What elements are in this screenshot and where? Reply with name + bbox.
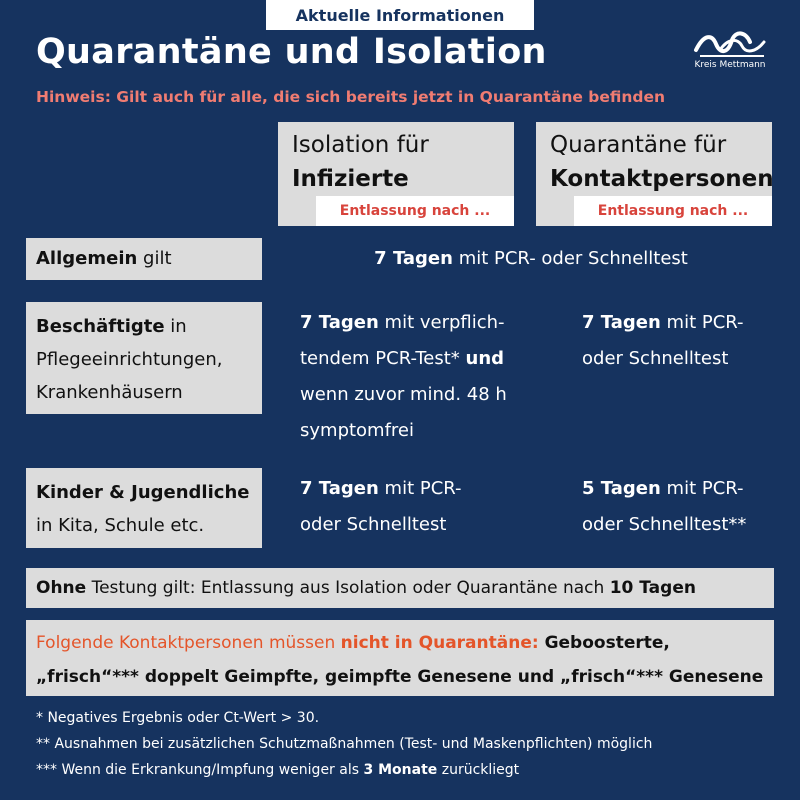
cell-employees-quarantine: 7 Tagen mit PCR- oder Schnelltest (582, 305, 782, 377)
cell-employees-quarantine-line2: oder Schnelltest (582, 348, 729, 369)
cell-kids-isolation-bold: 7 Tagen (300, 478, 379, 499)
row-label-general: Allgemein gilt (26, 238, 262, 280)
exempt-red-bold: nicht in Quarantäne: (340, 633, 539, 653)
footnote-3c: zurückliegt (437, 762, 520, 778)
cell-kids-quarantine-bold: 5 Tagen (582, 478, 661, 499)
column-header-quarantine-sub: Entlassung nach ... (574, 196, 772, 226)
row-label-general-bold: Allgemein (36, 248, 138, 269)
logo-wave-icon (694, 31, 766, 57)
cell-employees-isolation-line2b: und (465, 348, 505, 369)
row-label-kids-line2: in Kita, Schule etc. (36, 515, 205, 536)
row-value-general-rest: mit PCR- oder Schnelltest (452, 248, 688, 269)
hint-text: Hinweis: Gilt auch für alle, die sich be… (36, 88, 666, 106)
cell-kids-isolation-rest: mit PCR- (378, 478, 462, 499)
column-header-isolation: Isolation für Infizierte Entlassung nach… (278, 122, 514, 226)
cell-employees-quarantine-rest: mit PCR- (660, 312, 744, 333)
cell-employees-isolation-line2a: tendem PCR-Test* (300, 348, 466, 369)
footnote-2: ** Ausnahmen bei zusätzlichen Schutzmaßn… (36, 736, 653, 752)
column-header-isolation-sub: Entlassung nach ... (316, 196, 514, 226)
column-header-quarantine: Quarantäne für Kontaktpersonen Entlassun… (536, 122, 774, 226)
no-test-bold1: Ohne (36, 578, 87, 598)
cell-employees-isolation-line3: wenn zuvor mind. 48 h (300, 384, 507, 405)
exempt-line2: „frisch“*** doppelt Geimpfte, geimpfte G… (36, 667, 764, 687)
column-header-isolation-line2: Infizierte (292, 166, 409, 192)
row-value-general: 7 Tagen mit PCR- oder Schnelltest (290, 241, 772, 277)
exempt-bold1: Geboosterte, (538, 633, 670, 653)
row-label-kids-line1: Kinder & Jugendliche (36, 482, 250, 503)
cell-kids-isolation-line2: oder Schnelltest (300, 514, 447, 535)
logo-text: Kreis Mettmann (694, 60, 766, 70)
cell-kids-isolation: 7 Tagen mit PCR- oder Schnelltest (300, 471, 540, 543)
cell-kids-quarantine-line2: oder Schnelltest** (582, 514, 747, 535)
kreis-mettmann-logo: Kreis Mettmann (690, 28, 770, 72)
row-value-general-bold: 7 Tagen (374, 248, 453, 269)
row-label-employees-bold: Beschäftigte (36, 316, 165, 337)
footnote-3a: *** Wenn die Erkrankung/Impfung weniger … (36, 762, 364, 778)
footnote-3: *** Wenn die Erkrankung/Impfung weniger … (36, 762, 519, 778)
page-title: Quarantäne und Isolation (36, 32, 547, 72)
no-test-middle: Testung gilt: Entlassung aus Isolation o… (86, 578, 610, 598)
footnote-3b: 3 Monate (363, 762, 438, 778)
cell-kids-quarantine: 5 Tagen mit PCR- oder Schnelltest** (582, 471, 792, 543)
column-header-quarantine-line1: Quarantäne für (550, 132, 727, 158)
row-label-employees-line2: Pflegeeinrichtungen, (36, 349, 223, 370)
header-tab: Aktuelle Informationen (266, 0, 534, 30)
no-test-row: Ohne Testung gilt: Entlassung aus Isolat… (26, 568, 774, 608)
cell-kids-quarantine-rest: mit PCR- (660, 478, 744, 499)
exempt-box: Folgende Kontaktpersonen müssen nicht in… (26, 620, 774, 696)
row-label-general-rest: gilt (137, 248, 172, 269)
column-header-quarantine-line2: Kontaktpersonen (550, 166, 774, 192)
column-header-isolation-line1: Isolation für (292, 132, 429, 158)
footnote-1: * Negatives Ergebnis oder Ct-Wert > 30. (36, 710, 320, 726)
cell-employees-isolation-bold: 7 Tagen (300, 312, 379, 333)
row-label-employees: Beschäftigte in Pflegeeinrichtungen, Kra… (26, 302, 262, 414)
cell-employees-isolation-rest: mit verpflich- (378, 312, 505, 333)
row-label-employees-rest: in (164, 316, 187, 337)
row-label-employees-line3: Krankenhäusern (36, 382, 183, 403)
row-label-kids: Kinder & Jugendliche in Kita, Schule etc… (26, 468, 262, 548)
exempt-red-text: Folgende Kontaktpersonen müssen (36, 633, 341, 653)
no-test-bold2: 10 Tagen (609, 578, 696, 598)
cell-employees-isolation: 7 Tagen mit verpflich- tendem PCR-Test* … (300, 305, 540, 449)
cell-employees-quarantine-bold: 7 Tagen (582, 312, 661, 333)
cell-employees-isolation-line4: symptomfrei (300, 420, 415, 441)
